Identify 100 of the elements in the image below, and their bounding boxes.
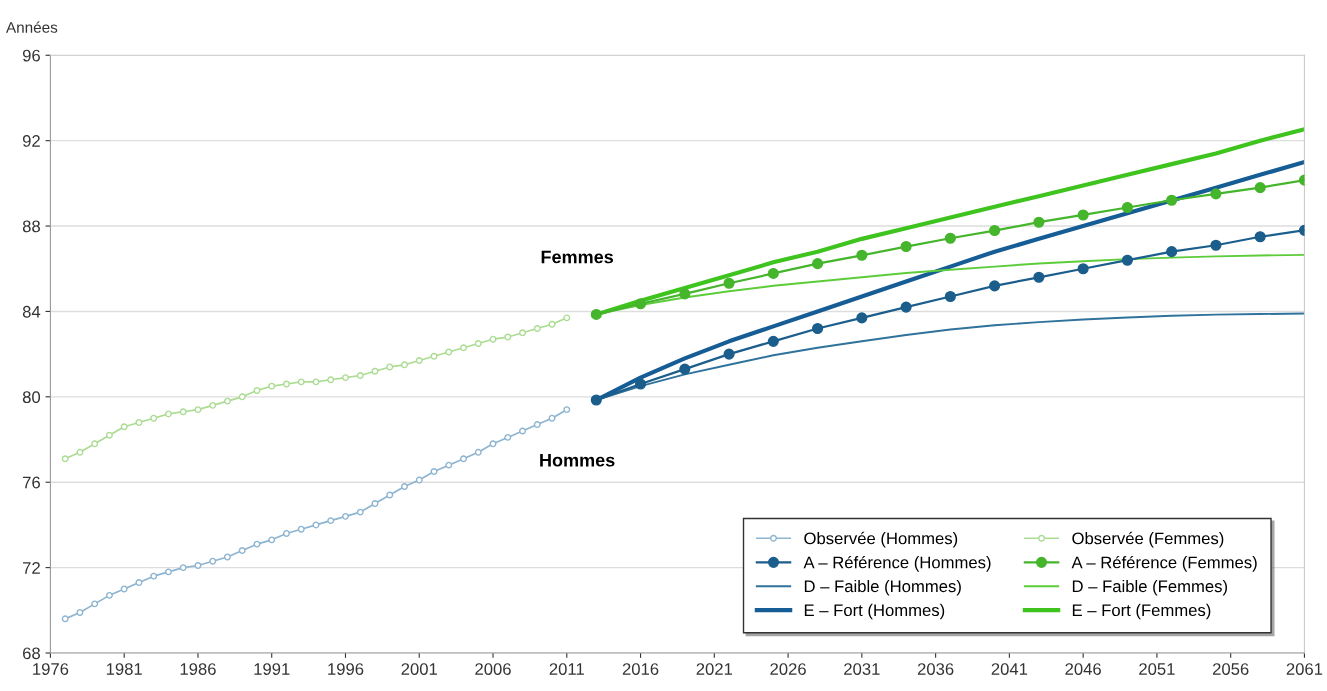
point [1033,271,1045,283]
point [238,547,246,555]
y-tick-label: 68 [23,647,40,660]
point [253,540,261,548]
point [327,517,335,525]
point [900,301,912,313]
point [548,414,556,422]
point [812,322,824,335]
point [209,557,217,565]
point [812,258,824,270]
x-tick-label: 2051 [1139,663,1175,675]
x-tick-label: 2006 [475,663,511,675]
x-tick-label: 2061 [1286,663,1323,675]
point [504,433,512,441]
point [474,339,482,347]
x-tick-label: 2041 [991,663,1028,675]
point [371,367,379,375]
y-tick-label: 76 [23,476,40,489]
x-tick-label: 2031 [844,663,880,675]
legend-label: A – Référence (Femmes) [1071,555,1257,572]
legend-label: Observée (Hommes) [804,531,958,548]
point [342,374,349,382]
point [590,394,602,406]
y-tick-label: 92 [22,135,40,147]
point [356,372,364,379]
x-tick-label: 1991 [254,663,290,675]
point [1121,254,1133,266]
point [164,568,172,576]
point [723,277,735,289]
point [590,308,602,320]
point [415,476,423,484]
point [223,397,231,405]
point [194,406,202,414]
point [989,280,1001,292]
point [944,290,956,303]
point [120,423,128,431]
point [150,572,158,580]
point [723,348,735,360]
x-tick-label: 1981 [106,663,142,675]
x-tick-label: 2036 [917,663,954,675]
point [179,408,187,416]
y-tick-label: 72 [23,562,40,574]
point [533,325,541,332]
point [415,357,423,365]
point [430,352,438,360]
point [1166,246,1178,258]
point [474,448,482,456]
point [504,333,512,341]
point [120,585,128,593]
point [989,224,1001,237]
point [519,329,526,337]
point [519,427,526,435]
point [356,508,364,516]
point [61,455,69,463]
legend-label: D – Faible (Femmes) [1072,579,1228,596]
point [386,491,394,499]
legend-label: E – Fort (Hommes) [804,603,945,620]
y-tick-label: 80 [22,391,41,404]
x-tick-label: 2001 [401,663,437,675]
point [179,564,187,572]
point [76,448,84,456]
point [105,591,113,599]
legend-label: A – Référence (Hommes) [803,555,991,572]
point [209,401,217,409]
point [268,382,276,390]
point [944,232,956,244]
point [312,378,320,386]
point [533,421,541,429]
legend-label: E – Fort (Femmes) [1072,603,1211,620]
point [1033,216,1045,228]
point [91,600,99,608]
point [297,525,305,533]
x-tick-label: 2011 [549,663,584,675]
point [105,431,113,439]
point [1166,194,1178,206]
legend-label: D – Faible (Hommes) [804,579,961,596]
point [679,288,691,300]
x-tick-label: 1996 [328,663,364,675]
x-tick-label: 2046 [1065,663,1101,675]
point [283,380,290,388]
point [135,579,143,587]
point [401,361,408,369]
x-tick-label: 2021 [696,663,733,675]
point [767,267,779,280]
point [164,410,172,418]
point [767,335,779,347]
point [268,536,276,544]
point [900,240,912,253]
annotation: Femmes [541,250,613,264]
annotation: Hommes [540,453,615,467]
point [430,468,438,476]
x-tick-label: 2026 [770,663,806,675]
point [150,414,158,422]
point [76,608,84,616]
point [401,483,408,490]
point [460,344,467,352]
point [489,440,497,448]
point [1077,209,1089,221]
point [61,615,69,623]
point [312,521,320,529]
